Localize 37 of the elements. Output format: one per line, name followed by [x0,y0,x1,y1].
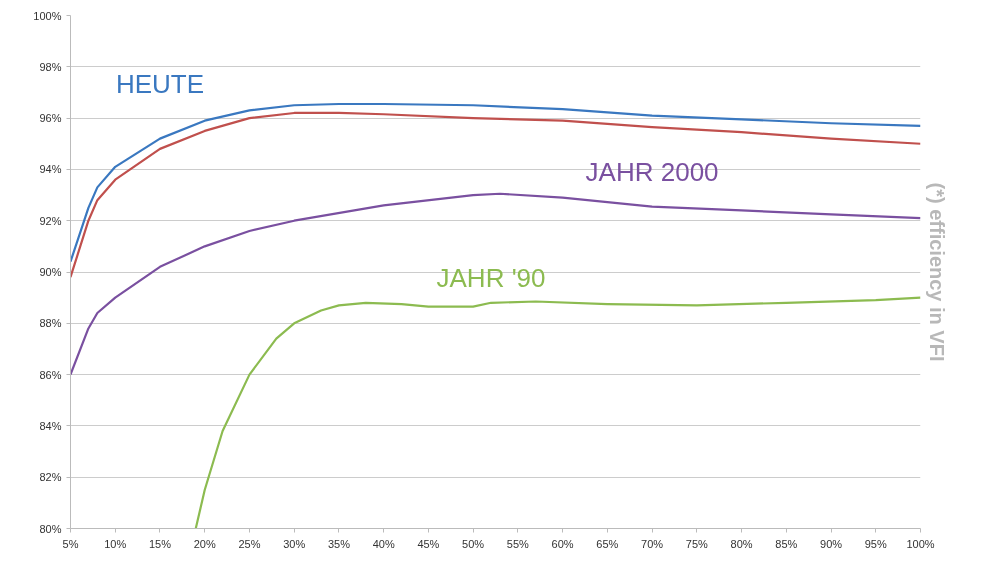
x-tick-label: 20% [193,537,216,550]
y-tick-label: 96% [39,112,62,125]
y-tick-label: 94% [39,163,62,176]
x-tick-label: 60% [551,537,574,550]
x-tick-label: 90% [820,537,843,550]
x-tick-label: 10% [104,537,127,550]
x-tick-label: 30% [283,537,306,550]
x-tick-label: 85% [775,537,798,550]
y-tick-label: 80% [39,522,62,535]
x-tick-label: 65% [596,537,619,550]
x-tick-label: 75% [685,537,709,550]
line-series [194,296,921,529]
x-tick-label: 95% [864,537,887,550]
x-tick-label: 55% [506,537,530,550]
x-tick-label: 80% [730,537,753,550]
y-tick-label: 86% [39,368,62,381]
line-series [70,192,921,376]
series-label: JAHR 2000 [585,156,719,187]
y-tick-label: 82% [39,471,62,484]
x-tick-label: 70% [641,537,664,550]
x-tick-label: 50% [462,537,485,550]
x-tick-label: 5% [62,537,79,550]
text: (*) efficiency in VFI [925,182,948,362]
y-tick-label: 92% [39,214,62,227]
x-tick-label: 35% [327,537,351,550]
x-tick-label: 45% [417,537,440,550]
series-label: JAHR '90 [436,262,546,293]
y-tick-label: 100% [33,9,62,22]
series-label: HEUTE [115,68,205,99]
y-tick-label: 88% [39,317,62,330]
y-tick-label: 98% [39,60,62,73]
y-tick-label: 84% [39,419,62,432]
x-tick-label: 100% [906,537,935,550]
x-tick-label: 15% [148,537,172,550]
y-tick-label: 90% [39,266,62,278]
x-tick-label: 25% [238,537,261,550]
x-tick-label: 40% [372,537,395,550]
